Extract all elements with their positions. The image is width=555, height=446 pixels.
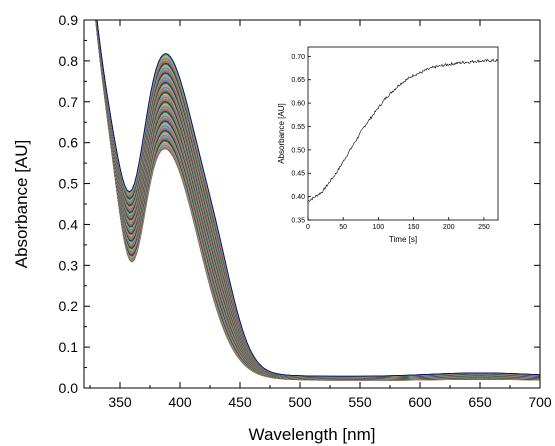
inset-x-tick-label: 200 [443,224,455,231]
inset-plot-frame [307,46,499,221]
inset-y-tick-label: 0.55 [291,124,305,131]
inset-x-tick-label: 0 [306,224,310,231]
inset-y-tick-label: 0.70 [291,54,305,61]
x-tick-label: 500 [288,394,312,410]
y-tick-label: 0.4 [59,216,79,232]
x-tick-label: 400 [168,394,192,410]
inset-x-axis-title: Time [s] [389,235,417,244]
inset-x-tick-label: 100 [373,224,385,231]
inset-y-tick-label: 0.65 [291,77,305,84]
inset-y-tick-label: 0.50 [291,147,305,154]
kinetic-trace-line [307,58,499,202]
y-tick-label: 0.0 [59,380,79,396]
main-axes: 350 400 450 500 550 600 650 7000.00.10.20.30.40… [59,12,552,410]
x-tick-label: 350 [108,394,132,410]
y-tick-label: 0.1 [59,339,79,355]
y-tick-label: 0.5 [59,176,79,192]
inset-y-tick-label: 0.35 [291,218,305,225]
spectrum-line [96,20,540,377]
main-plot-series [95,20,540,381]
inset-y-axis-title: Absorbance [AU] [277,103,286,163]
x-axis-title: Wavelength [nm] [249,425,376,444]
inset-x-tick-label: 50 [339,224,347,231]
y-tick-label: 0.9 [59,12,79,28]
inset-y-tick-label: 0.40 [291,194,305,201]
y-tick-label: 0.6 [59,135,79,151]
y-tick-label: 0.2 [59,298,79,314]
inset-background [268,41,504,248]
inset-y-tick-label: 0.60 [291,101,305,108]
inset-series [307,58,499,202]
x-tick-label: 700 [528,394,552,410]
y-tick-label: 0.8 [59,53,79,69]
y-tick-label: 0.7 [59,94,79,110]
inset-x-tick-label: 250 [478,224,490,231]
x-tick-label: 650 [468,394,492,410]
inset-y-tick-label: 0.45 [291,171,305,178]
x-tick-label: 600 [408,394,432,410]
y-axis-title: Absorbance [AU] [12,140,31,269]
inset-x-tick-label: 150 [408,224,420,231]
x-tick-label: 450 [228,394,252,410]
y-tick-label: 0.3 [59,257,79,273]
inset-plot: 0 50 100 150 200 250 0.35 0.40 0.45 0.50 0.55 0.60 0… [268,41,504,248]
inset-axes: 0 50 100 150 200 250 0.35 0.40 0.45 0.50 0.55 0.60 0… [291,54,489,231]
x-tick-label: 550 [348,394,372,410]
